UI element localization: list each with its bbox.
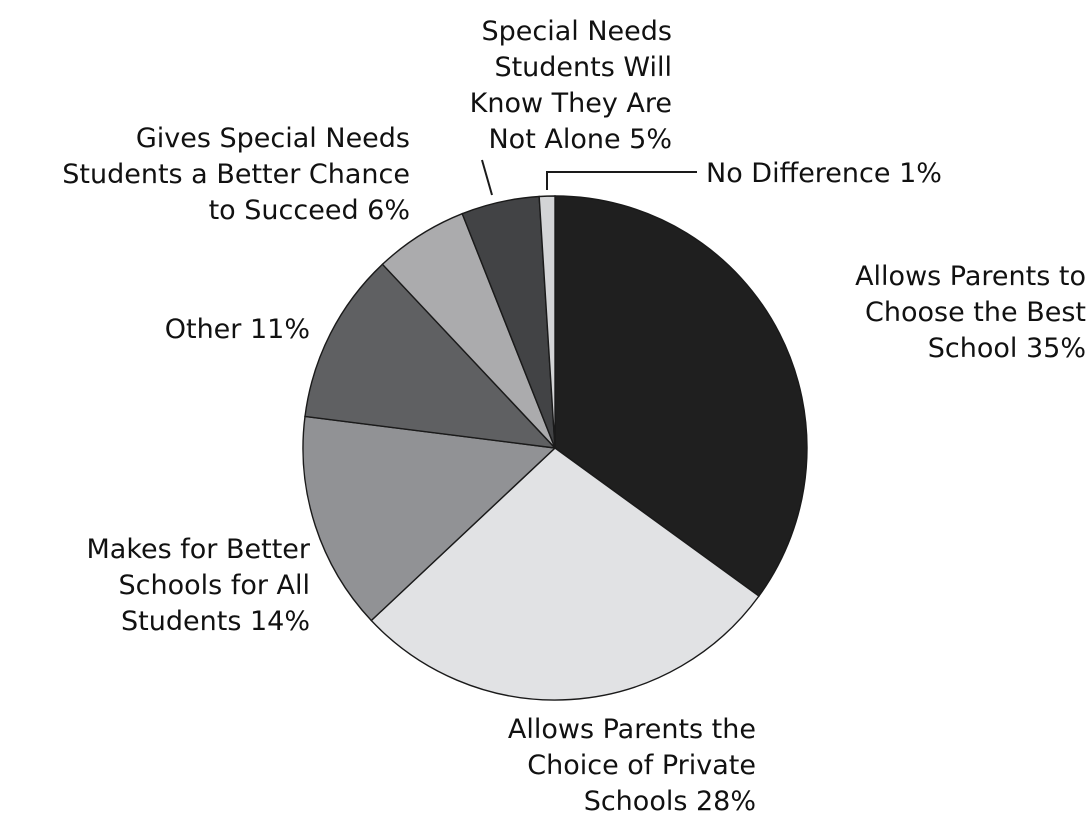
slice-label-4: Gives Special Needs Students a Better Cha… xyxy=(62,123,410,226)
pie-slices xyxy=(302,195,808,701)
slice-label-3: Other 11% xyxy=(165,314,310,345)
leader-line-not-alone xyxy=(481,159,493,196)
slice-label-6: No Difference 1% xyxy=(706,158,942,189)
slice-label-3-line-0: Other 11% xyxy=(165,314,310,345)
slice-label-4-line-1: Students a Better Chance xyxy=(62,159,410,190)
slice-label-0-line-0: Allows Parents to xyxy=(855,261,1086,292)
slice-label-0: Allows Parents to Choose the Best School 3… xyxy=(855,261,1086,364)
slice-label-4-line-2: to Succeed 6% xyxy=(209,195,410,226)
pie-slice-1 xyxy=(370,447,760,701)
slice-label-6-line-0: No Difference 1% xyxy=(706,158,942,189)
slice-labels: Allows Parents to Choose the Best School 3… xyxy=(62,16,1086,817)
slice-label-5-line-3: Not Alone 5% xyxy=(488,124,672,155)
leader-line-no-difference xyxy=(546,171,697,190)
slice-label-2: Makes for Better Schools for All Students … xyxy=(86,534,310,637)
slice-label-2-line-0: Makes for Better xyxy=(86,534,310,565)
slice-label-0-line-1: Choose the Best xyxy=(865,297,1086,328)
slice-label-1-line-2: Schools 28% xyxy=(584,786,756,817)
slice-label-1-line-1: Choice of Private xyxy=(527,750,756,781)
slice-label-1-line-0: Allows Parents the xyxy=(508,714,756,745)
slice-label-1: Allows Parents the Choice of Private Schoo… xyxy=(508,714,756,817)
slice-label-5-line-2: Know They Are xyxy=(470,88,672,119)
slice-label-4-line-0: Gives Special Needs xyxy=(136,123,410,154)
leader-lines xyxy=(481,159,697,196)
slice-label-2-line-2: Students 14% xyxy=(121,606,310,637)
slice-label-5-line-0: Special Needs xyxy=(482,16,673,47)
pie-slice-2 xyxy=(302,415,557,622)
pie-slice-0 xyxy=(554,195,808,598)
slice-label-0-line-2: School 35% xyxy=(928,333,1086,364)
slice-label-5: Special Needs Students Will Know They Are N… xyxy=(470,16,672,155)
slice-label-2-line-1: Schools for All xyxy=(119,570,310,601)
pie-slice-3 xyxy=(304,263,557,449)
slice-label-5-line-1: Students Will xyxy=(494,52,672,83)
pie-slice-6 xyxy=(538,195,556,449)
